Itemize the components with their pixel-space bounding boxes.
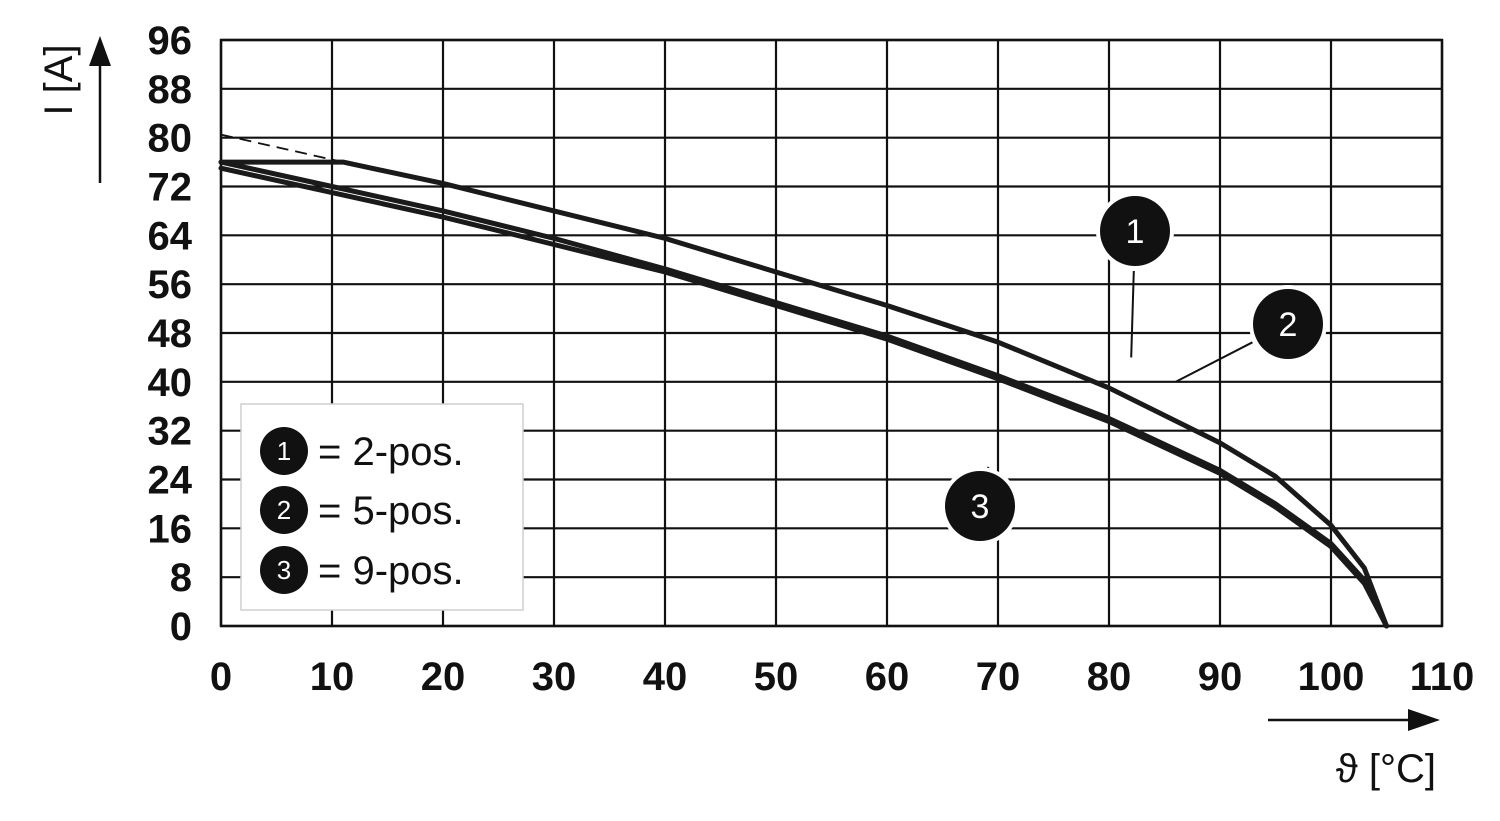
callout-number-2: 2 xyxy=(1279,306,1298,344)
legend-marker-3 xyxy=(260,546,308,594)
y-tick-label: 24 xyxy=(148,459,193,503)
y-tick-label: 48 xyxy=(148,312,193,356)
callout-leader-2 xyxy=(1175,341,1253,383)
y-tick-label: 64 xyxy=(148,214,193,258)
legend-marker-number: 2 xyxy=(277,495,291,525)
legend-marker-number: 1 xyxy=(277,436,291,466)
x-axis-title: ϑ [°C] xyxy=(1268,709,1440,791)
y-tick-label: 80 xyxy=(148,117,193,161)
y-tick-label: 56 xyxy=(148,263,193,307)
legend-marker-number: 3 xyxy=(277,555,291,585)
grid xyxy=(219,38,1444,628)
legend-label: = 9-pos. xyxy=(318,549,464,593)
x-tick-label: 100 xyxy=(1298,655,1365,699)
legend-label: = 2-pos. xyxy=(318,430,464,474)
legend-items: 1 = 2-pos. 2 = 5-pos. 3 = 9-pos. xyxy=(260,427,464,594)
x-tick-label: 90 xyxy=(1198,655,1243,699)
plot-frame xyxy=(219,38,1444,628)
x-tick-label: 0 xyxy=(210,655,232,699)
x-tick-label: 40 xyxy=(643,655,688,699)
x-axis-label: ϑ [°C] xyxy=(1336,747,1436,791)
x-tick-label: 80 xyxy=(1087,655,1132,699)
y-tick-label: 8 xyxy=(170,556,192,600)
x-tick-label: 20 xyxy=(421,655,466,699)
y-axis-arrow-head xyxy=(89,36,111,66)
x-tick-label: 50 xyxy=(754,655,799,699)
callout-marker-3 xyxy=(945,471,1015,541)
legend-label: = 5-pos. xyxy=(318,489,464,533)
x-tick-label: 10 xyxy=(310,655,355,699)
x-axis-arrow-head xyxy=(1408,709,1440,731)
x-tick-label: 30 xyxy=(532,655,577,699)
y-tick-label: 96 xyxy=(148,19,193,63)
y-tick-label: 32 xyxy=(148,410,193,454)
callout-leader-1 xyxy=(1130,270,1135,358)
callout-number-3: 3 xyxy=(971,488,990,526)
callout-marker-2 xyxy=(1253,289,1323,359)
y-axis-label: I [A] xyxy=(37,44,81,115)
legend: 1 = 2-pos. 2 = 5-pos. 3 = 9-pos. xyxy=(240,403,524,611)
y-tick-label: 0 xyxy=(170,605,192,649)
legend-marker-2 xyxy=(260,486,308,534)
legend-marker-1 xyxy=(260,427,308,475)
series-line-1 xyxy=(218,159,1389,629)
series-lines xyxy=(218,133,1389,629)
series-line-3 xyxy=(218,165,1389,629)
y-axis-title: I [A] xyxy=(37,36,111,183)
x-tick-labels: 0 10 20 30 40 50 60 70 80 90 100 110 xyxy=(210,655,1474,699)
callout-number-1: 1 xyxy=(1126,213,1145,251)
callout-marker-1 xyxy=(1100,196,1170,266)
x-tick-label: 70 xyxy=(976,655,1021,699)
y-tick-label: 72 xyxy=(148,166,193,210)
y-tick-label: 88 xyxy=(148,68,193,112)
x-tick-label: 60 xyxy=(865,655,910,699)
y-tick-label: 40 xyxy=(148,361,193,405)
extrapolation-dashed-line xyxy=(220,133,344,163)
y-tick-label: 16 xyxy=(148,507,193,551)
x-tick-label: 110 xyxy=(1410,655,1475,699)
series-callouts: 1 2 3 xyxy=(941,192,1327,545)
